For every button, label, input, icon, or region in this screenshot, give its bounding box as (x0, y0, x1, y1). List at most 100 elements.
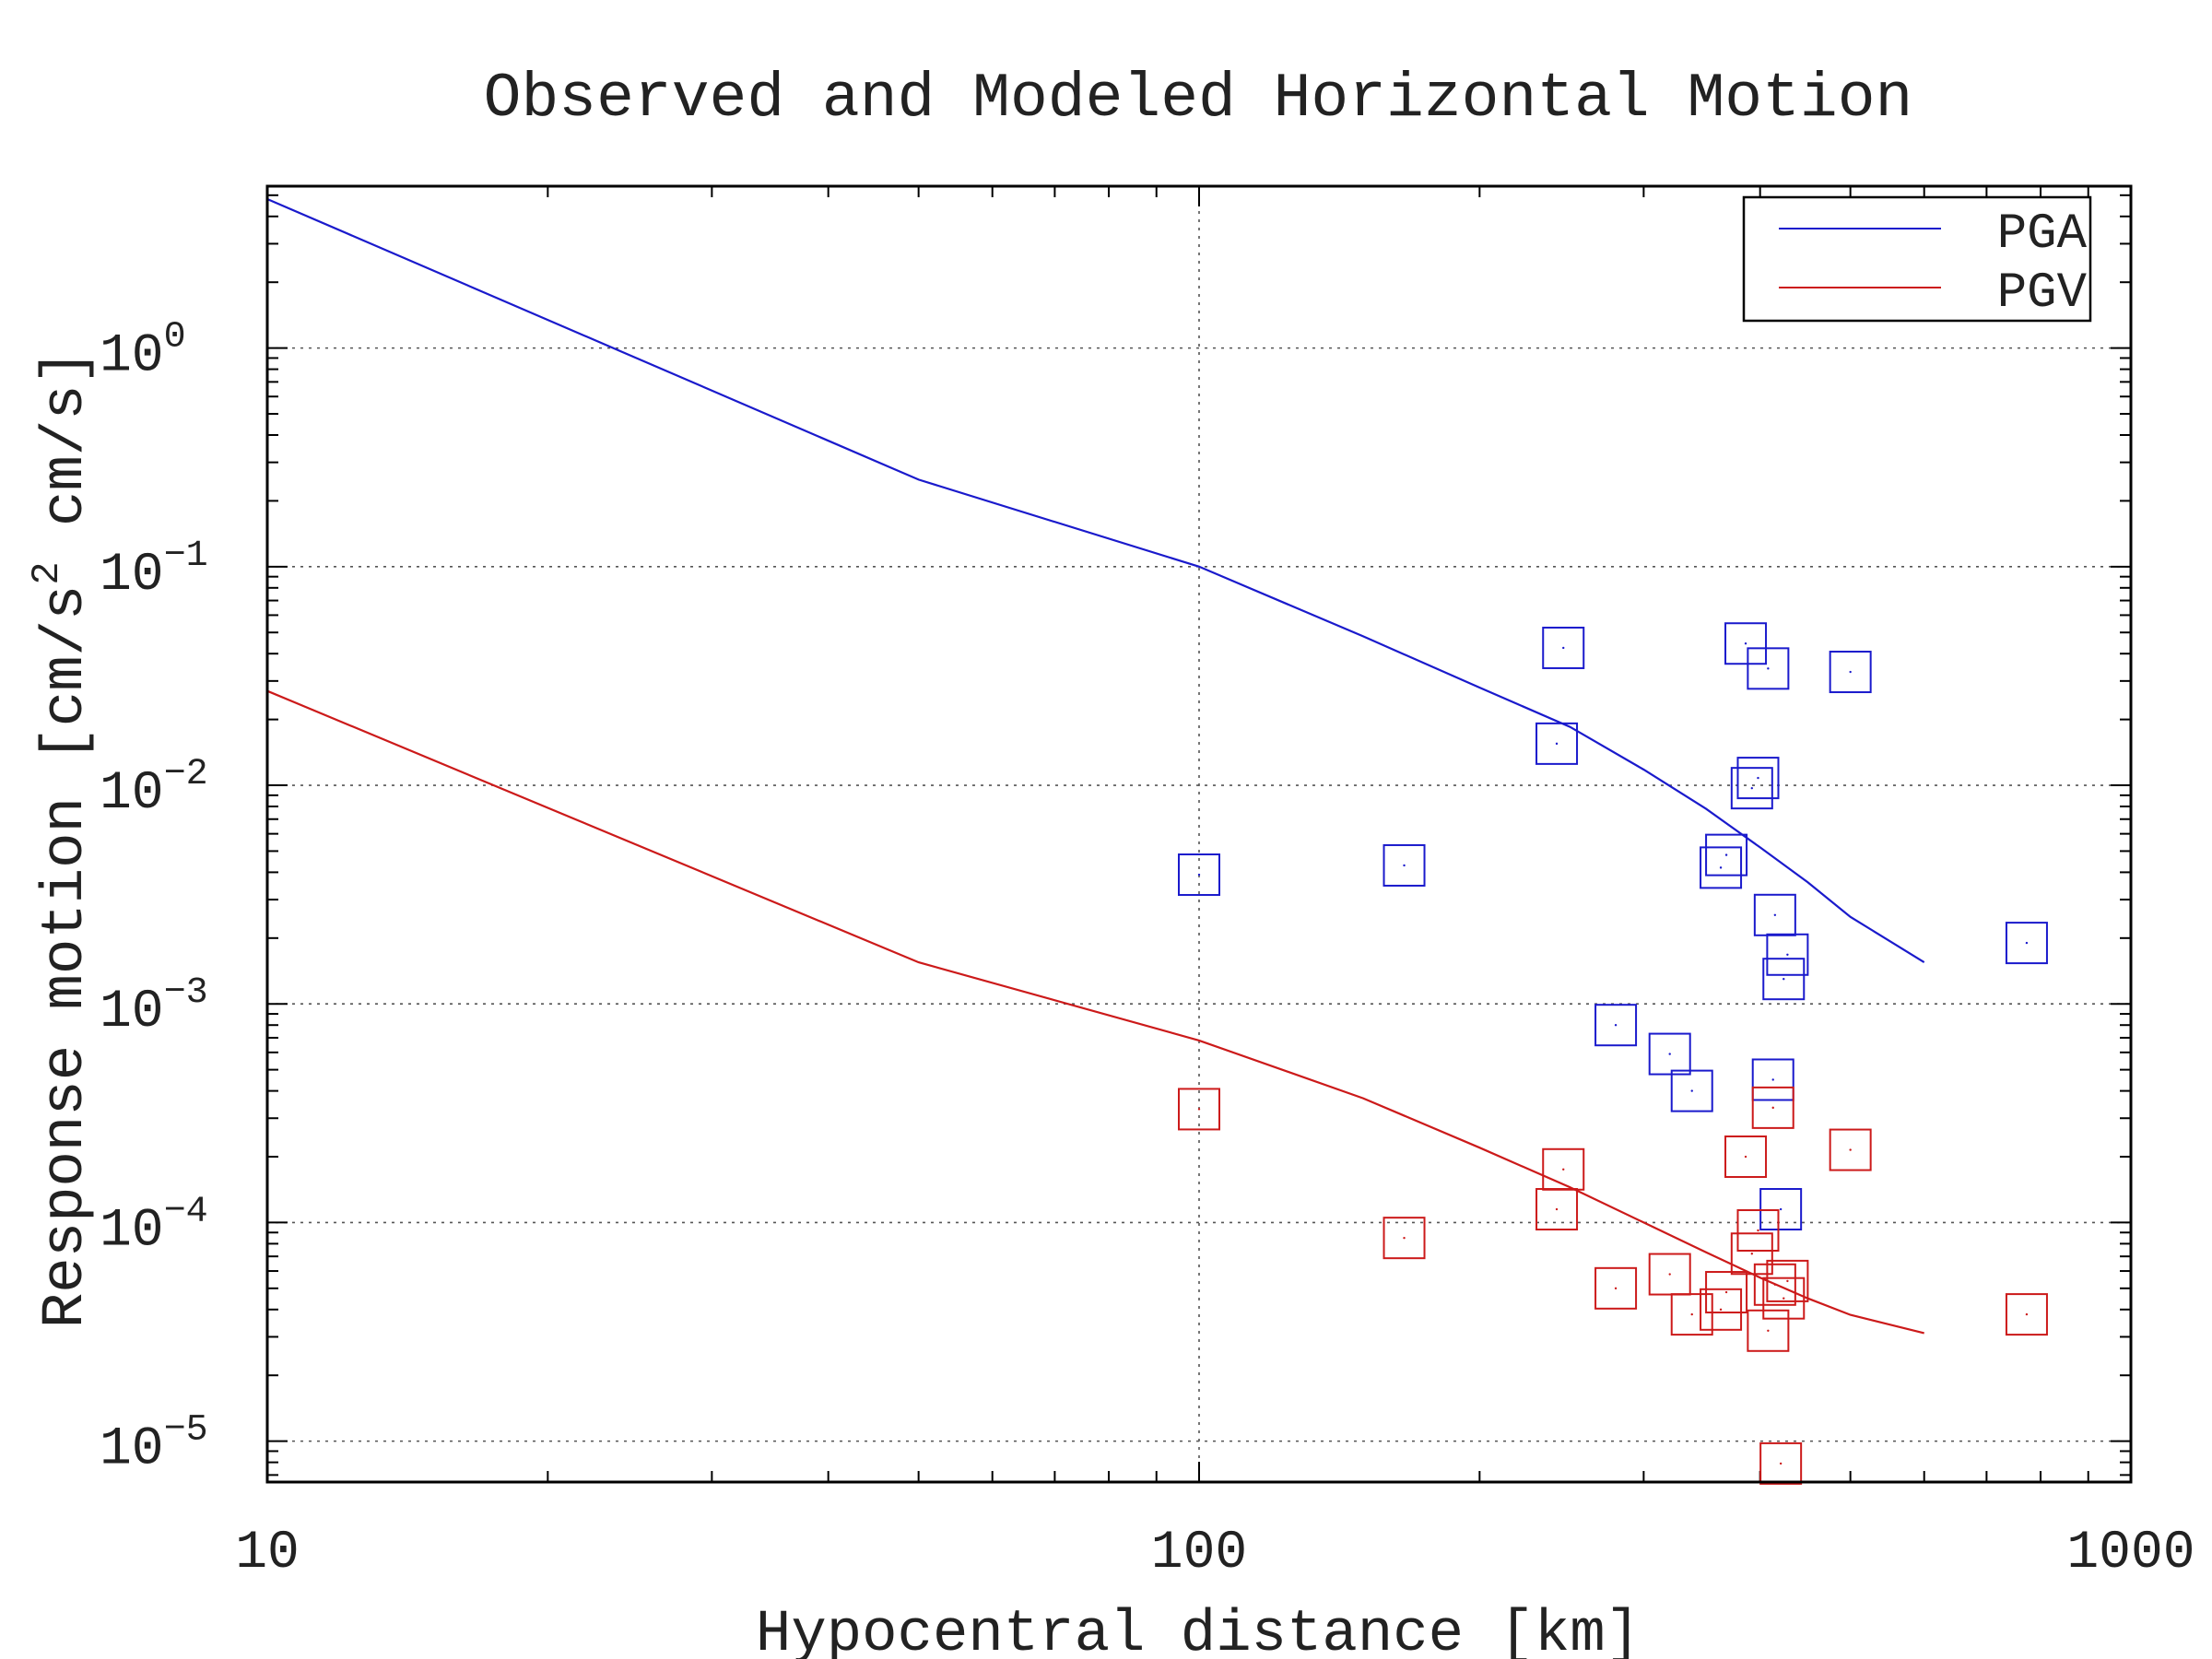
marker-center-pga-observed (1771, 1078, 1774, 1081)
marker-pgv-observed (1766, 1259, 1809, 1302)
y-tick-label: 10−4 (100, 1191, 208, 1261)
marker-center-pga-observed (2025, 941, 2029, 945)
marker-center-pga-observed (1555, 742, 1559, 746)
x-tick-label: 1000 (2066, 1524, 2194, 1583)
marker-pga-observed (1829, 651, 1872, 694)
marker-pgv-observed (1724, 1135, 1768, 1179)
marker-center-pgv-observed (1849, 1148, 1852, 1151)
y-axis-label-superscript: 2 (25, 561, 69, 584)
marker-pga-observed (1382, 843, 1426, 887)
y-axis-label-tail: cm/s] (33, 349, 100, 561)
marker-pgv-observed (1594, 1266, 1638, 1310)
marker-pgv-observed (2005, 1293, 2048, 1336)
marker-pga-observed (1670, 1069, 1713, 1112)
marker-pgv-observed (1542, 1147, 1585, 1191)
marker-pgv-observed (1178, 1088, 1220, 1131)
marker-center-pga-observed (1783, 977, 1785, 981)
y-tick-label: 10−1 (100, 535, 208, 606)
series-line-pga (266, 197, 1925, 964)
marker-pga-observed (1178, 853, 1220, 897)
y-tick-exponent: −4 (164, 1191, 208, 1232)
marker-center-pga-observed (1197, 873, 1201, 877)
marker-pgv-observed (1751, 1086, 1794, 1129)
marker-pga-observed (1724, 622, 1768, 665)
marker-center-pgv-observed (1783, 1297, 1785, 1300)
marker-pga-observed (1648, 1032, 1691, 1076)
y-tick-base: 10 (100, 764, 164, 824)
markers (1178, 622, 2048, 1485)
marker-pga-observed (2005, 922, 2048, 965)
y-tick-base: 10 (100, 327, 164, 387)
y-tick-base: 10 (100, 982, 164, 1042)
y-tick-exponent: −5 (164, 1410, 208, 1452)
marker-center-pgv-observed (1724, 1290, 1728, 1294)
x-axis-label: Hypocentral distance [km] (756, 1602, 1641, 1659)
marker-center-pga-observed (1779, 1207, 1783, 1211)
marker-pga-observed (1747, 647, 1790, 690)
marker-center-pgv-observed (1562, 1168, 1565, 1171)
marker-center-pga-observed (1786, 953, 1789, 956)
y-axis-label: Response motion [cm/s2 cm/s] (25, 349, 100, 1328)
marker-pga-observed (1730, 767, 1773, 810)
y-axis-label-main: Response motion [cm/s (33, 585, 100, 1329)
marker-center-pga-observed (1767, 667, 1770, 670)
marker-pgv-observed (1382, 1217, 1426, 1260)
series-line-pgv (266, 689, 1924, 1335)
marker-pgv-observed (1753, 1263, 1796, 1306)
y-tick-exponent: 0 (164, 317, 186, 359)
marker-center-pgv-observed (1555, 1207, 1559, 1211)
marker-pgv-observed (1829, 1128, 1872, 1171)
marker-pga-observed (1705, 833, 1748, 877)
marker-center-pga-observed (1724, 853, 1728, 856)
marker-center-pgv-observed (2025, 1312, 2029, 1316)
marker-center-pga-observed (1750, 786, 1754, 790)
y-tick-label: 100 (100, 317, 186, 387)
marker-center-pgv-observed (1757, 1229, 1759, 1232)
marker-center-pgv-observed (1771, 1106, 1774, 1110)
marker-center-pga-observed (1757, 776, 1759, 780)
y-tick-label: 10−3 (100, 972, 208, 1042)
marker-pga-observed (1753, 893, 1796, 936)
marker-pgv-observed (1648, 1253, 1691, 1296)
marker-center-pgv-observed (1750, 1253, 1754, 1255)
marker-center-pgv-observed (1773, 1283, 1777, 1286)
minor-ticks (266, 186, 2132, 1482)
marker-pgv-observed (1705, 1271, 1748, 1314)
x-tick-label: 10 (235, 1524, 300, 1583)
x-tick-label: 100 (1151, 1524, 1247, 1583)
marker-center-pgv-observed (1767, 1329, 1770, 1333)
marker-center-pga-observed (1668, 1053, 1671, 1055)
y-tick-label: 10−5 (100, 1410, 208, 1480)
grid (267, 186, 2131, 1482)
marker-center-pgv-observed (1690, 1312, 1693, 1316)
y-tick-base: 10 (100, 1201, 164, 1261)
marker-pga-observed (1594, 1004, 1638, 1047)
series-lines (266, 197, 1925, 1335)
plot-frame (265, 184, 2133, 1484)
marker-center-pga-observed (1614, 1024, 1618, 1027)
legend: PGA PGV (1742, 195, 2092, 323)
marker-center-pga-observed (1690, 1089, 1693, 1092)
marker-center-pga-observed (1719, 866, 1723, 869)
marker-pgv-observed (1747, 1309, 1790, 1352)
marker-center-pga-observed (1744, 642, 1747, 645)
x-tick-labels: 10 100 1000 (235, 1524, 2194, 1583)
marker-center-pgv-observed (1614, 1287, 1618, 1290)
marker-pga-observed (1762, 958, 1806, 1001)
marker-pgv-observed (1762, 1277, 1806, 1320)
marker-pgv-observed (1730, 1232, 1773, 1276)
marker-pgv-observed (1670, 1293, 1713, 1336)
legend-label-pga: PGA (1997, 206, 2088, 263)
marker-center-pgv-observed (1744, 1155, 1747, 1159)
marker-center-pga-observed (1773, 913, 1777, 916)
marker-center-pgv-observed (1668, 1273, 1671, 1276)
legend-label-pgv: PGV (1997, 265, 2088, 322)
marker-pga-observed (1700, 846, 1743, 889)
marker-pga-observed (1766, 933, 1809, 976)
chart-title: Observed and Modeled Horizontal Motion (484, 64, 1913, 135)
marker-center-pgv-observed (1197, 1108, 1201, 1111)
y-tick-label: 10−2 (100, 754, 208, 824)
marker-center-pgv-observed (1779, 1462, 1783, 1465)
y-tick-exponent: −2 (164, 754, 208, 795)
